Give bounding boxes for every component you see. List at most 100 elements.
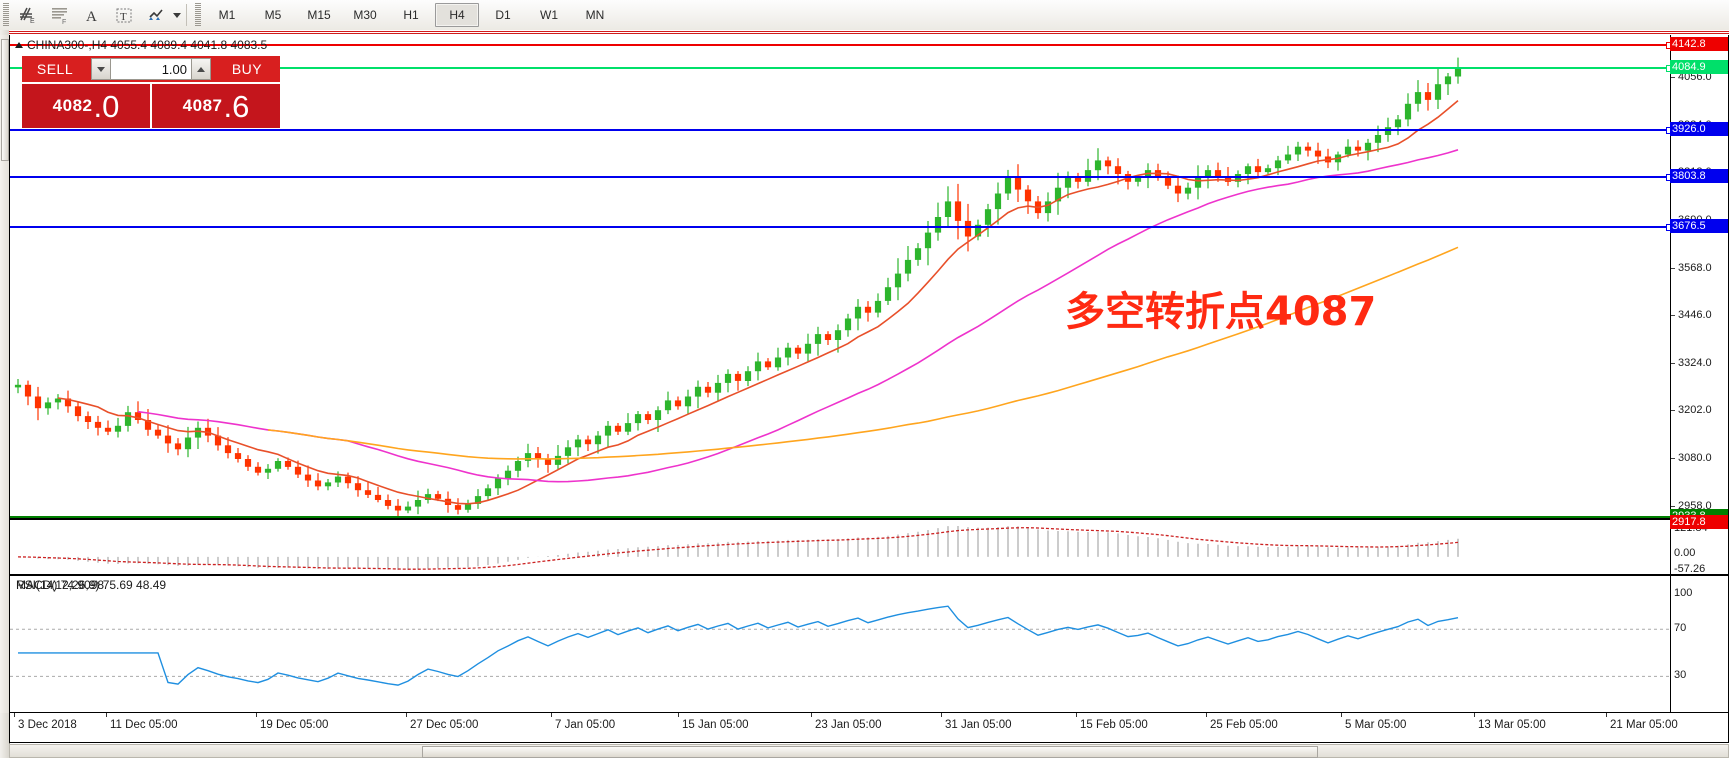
timeframe-h4[interactable]: H4 bbox=[435, 3, 479, 27]
time-axis[interactable]: 3 Dec 2018 11 Dec 05:00 19 Dec 05:00 27 Dec… bbox=[9, 713, 1729, 743]
timeframe-d1[interactable]: D1 bbox=[495, 8, 511, 22]
symbol-ohlc-label: CHINA300-,H4 4055.4 4089.4 4041.8 4083.5 bbox=[15, 38, 267, 52]
time-axis-tick bbox=[678, 713, 679, 717]
price-tick: 3202.0 bbox=[1671, 404, 1712, 416]
time-axis-label: 21 Mar 05:00 bbox=[1610, 719, 1678, 731]
price-level-tag[interactable]: 3803.8 bbox=[1670, 169, 1728, 184]
rsi-plot bbox=[10, 576, 1670, 712]
top-marker-lines bbox=[9, 30, 1729, 35]
timeframe-m30[interactable]: M30 bbox=[353, 8, 377, 22]
one-click-price-row: 4082.0 4087.6 bbox=[22, 82, 280, 128]
horizontal-scroll-thumb[interactable] bbox=[422, 746, 1318, 758]
objects-list-icon[interactable] bbox=[141, 2, 171, 28]
svg-text:A: A bbox=[86, 9, 97, 25]
timeframe-h1[interactable]: H1 bbox=[403, 8, 419, 22]
timeframe-grip[interactable] bbox=[195, 3, 201, 27]
time-axis-tick bbox=[406, 713, 407, 717]
time-axis-tick bbox=[551, 713, 552, 717]
price-level-tag[interactable]: 3926.0 bbox=[1670, 121, 1728, 136]
time-axis-tick bbox=[1606, 713, 1607, 717]
price-level-tag[interactable]: 4142.8 bbox=[1670, 37, 1728, 52]
candlestick-chart bbox=[14, 57, 1462, 517]
objects-dropdown-caret[interactable] bbox=[173, 12, 181, 18]
price-level-handle[interactable] bbox=[1666, 126, 1670, 134]
buy-price-decimal: .6 bbox=[223, 88, 250, 124]
time-axis-tick bbox=[106, 713, 107, 717]
price-level-handle[interactable] bbox=[1666, 224, 1670, 232]
text-box-icon[interactable]: T bbox=[109, 2, 139, 28]
time-axis-tick bbox=[14, 713, 15, 717]
macd-chart bbox=[17, 526, 1459, 570]
rsi-axis-tick: 30 bbox=[1674, 669, 1687, 682]
time-axis-label: 7 Jan 05:00 bbox=[555, 719, 616, 731]
price-level-line[interactable] bbox=[10, 226, 1670, 229]
volume-increment-button[interactable] bbox=[191, 58, 211, 80]
sell-price-display[interactable]: 4082.0 bbox=[22, 82, 152, 128]
horizontal-scrollbar[interactable] bbox=[9, 744, 1729, 758]
chart-annotation-text: 多空转折点4087 bbox=[1065, 289, 1377, 335]
time-axis-label: 3 Dec 2018 bbox=[18, 719, 77, 731]
price-tick: 3324.0 bbox=[1671, 357, 1712, 369]
expert-advisors-icon[interactable]: E bbox=[13, 2, 43, 28]
volume-decrement-button[interactable] bbox=[91, 58, 111, 80]
price-level-tag[interactable]: 3676.5 bbox=[1670, 219, 1728, 234]
vertical-scrollbar[interactable] bbox=[0, 35, 9, 713]
price-level-tag[interactable]: 2917.8 bbox=[1670, 515, 1728, 530]
collapse-triangle-icon[interactable] bbox=[15, 42, 23, 48]
timeframe-mn[interactable]: MN bbox=[585, 8, 605, 22]
rsi-label: RSI(14) 74.9098 bbox=[16, 578, 105, 592]
current-price-line bbox=[10, 516, 1670, 518]
sell-price-decimal: .0 bbox=[93, 88, 120, 124]
sell-button[interactable]: SELL bbox=[22, 56, 88, 82]
text-label-icon[interactable]: A bbox=[77, 2, 107, 28]
price-tick: 3446.0 bbox=[1671, 309, 1712, 321]
price-level-line[interactable] bbox=[10, 128, 1670, 131]
chevron-up-icon bbox=[197, 66, 205, 72]
timeframe-m15[interactable]: M15 bbox=[307, 8, 331, 22]
price-level-handle[interactable] bbox=[1666, 64, 1670, 72]
price-level-tag[interactable]: 4084.9 bbox=[1670, 59, 1728, 74]
one-click-top-row: SELL 1.00 BUY bbox=[22, 56, 280, 82]
vertical-scroll-thumb[interactable] bbox=[1, 39, 9, 161]
rsi-axis-tick: 100 bbox=[1674, 587, 1693, 599]
time-axis-label: 15 Feb 05:00 bbox=[1080, 719, 1148, 731]
price-tick: 3080.0 bbox=[1671, 452, 1712, 464]
macd-axis-tick: 0.00 bbox=[1674, 547, 1696, 559]
price-tick: 2958.0 bbox=[1671, 500, 1712, 512]
time-axis-tick bbox=[1076, 713, 1077, 717]
price-level-line[interactable] bbox=[10, 66, 1670, 69]
timeframe-m5[interactable]: M5 bbox=[264, 8, 282, 22]
timeframe-bar: M1 M5 M15 M30 H1 H4 D1 W1 MN bbox=[204, 3, 618, 27]
volume-input[interactable]: 1.00 bbox=[111, 58, 191, 80]
toolbar-grip[interactable] bbox=[3, 3, 9, 27]
price-level-handle[interactable] bbox=[1666, 42, 1670, 50]
time-axis-label: 23 Jan 05:00 bbox=[815, 719, 882, 731]
time-axis-label: 27 Dec 05:00 bbox=[410, 719, 479, 731]
time-axis-label: 15 Jan 05:00 bbox=[682, 719, 749, 731]
timeframe-w1[interactable]: W1 bbox=[540, 8, 558, 22]
timeframe-m1[interactable]: M1 bbox=[218, 8, 236, 22]
time-axis-label: 13 Mar 05:00 bbox=[1478, 719, 1546, 731]
rsi-axis[interactable]: 100 70 30 bbox=[1670, 576, 1728, 712]
price-tick: 3568.0 bbox=[1671, 262, 1712, 274]
time-axis-tick bbox=[1474, 713, 1475, 717]
time-axis-label: 11 Dec 05:00 bbox=[110, 719, 178, 731]
buy-price-integer: 4087 bbox=[182, 96, 223, 115]
time-axis-label: 19 Dec 05:00 bbox=[260, 719, 329, 731]
price-level-handle[interactable] bbox=[1666, 174, 1670, 182]
buy-price-display[interactable]: 4087.6 bbox=[152, 82, 280, 128]
price-axis[interactable]: 4056.0 3568.0 3446.0 3324.0 3202.0 3080.0 2958… bbox=[1670, 35, 1728, 530]
time-axis-tick bbox=[941, 713, 942, 717]
indicators-grid-icon[interactable]: F bbox=[45, 2, 75, 28]
macd-axis-tick: -57.26 bbox=[1674, 563, 1706, 575]
price-level-line[interactable] bbox=[10, 44, 1670, 47]
time-axis-tick bbox=[1206, 713, 1207, 717]
time-axis-label: 5 Mar 05:00 bbox=[1345, 719, 1407, 731]
time-axis-label: 25 Feb 05:00 bbox=[1210, 719, 1278, 731]
main-toolbar: E F A T M1 M5 M15 M30 H1 H4 D1 W1 MN bbox=[0, 0, 1729, 31]
time-axis-tick bbox=[811, 713, 812, 717]
svg-text:E: E bbox=[30, 18, 35, 25]
price-level-line[interactable] bbox=[10, 176, 1670, 179]
time-axis-tick bbox=[1341, 713, 1342, 717]
buy-button[interactable]: BUY bbox=[214, 56, 280, 82]
